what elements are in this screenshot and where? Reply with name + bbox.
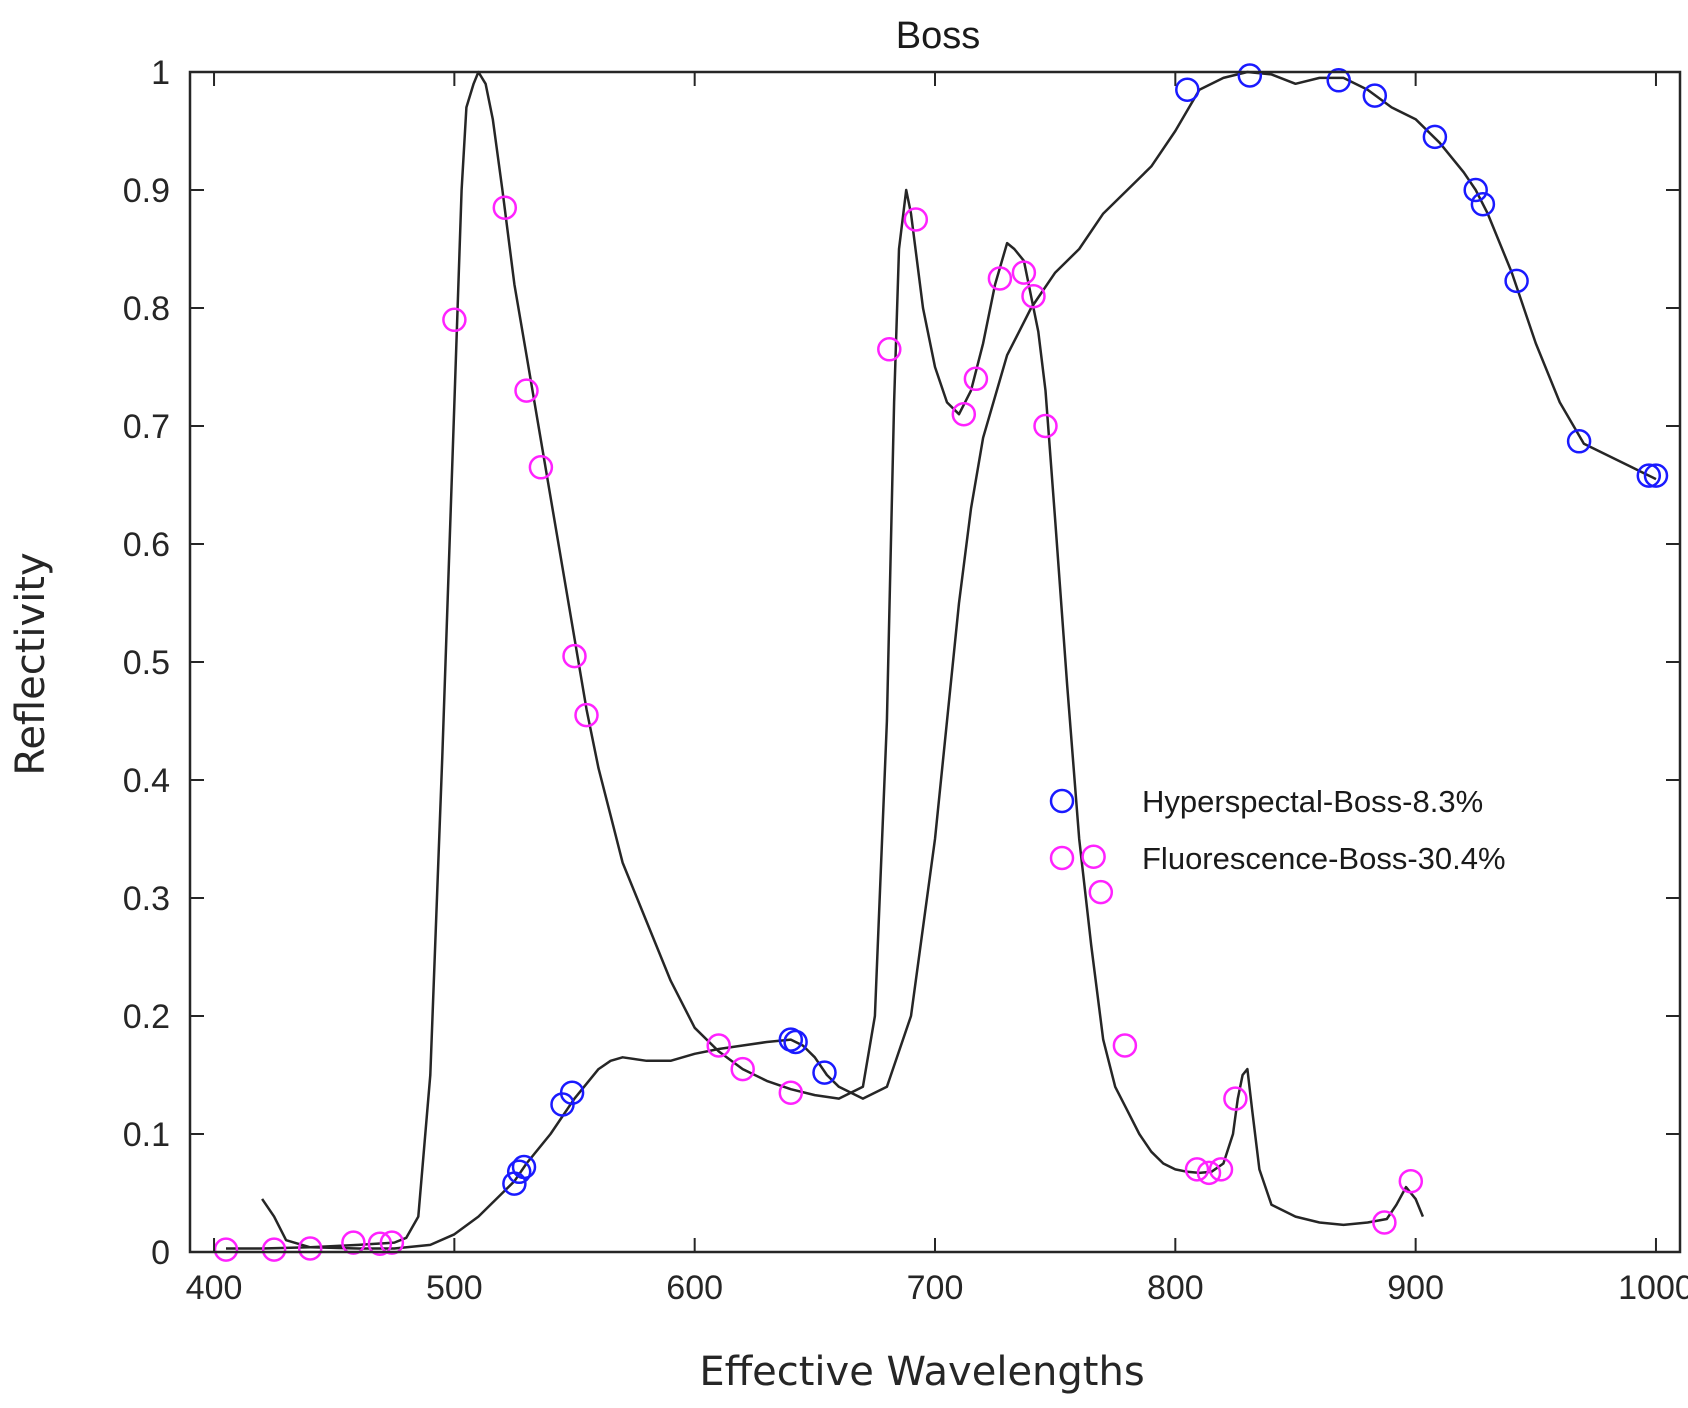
- fluorescence-point: [1033, 413, 1058, 439]
- x-axis-label: Effective Wavelengths: [699, 1349, 1144, 1395]
- y-axis-ticks: 0 0.1 0.2 0.3 0.4 0.5 0.6 0.7 0.8 0.9 1: [123, 54, 1680, 1272]
- hyperspectral-point: [511, 1154, 537, 1180]
- hyperspectral-point: [1636, 463, 1662, 488]
- hyperspectral-point: [1470, 191, 1496, 217]
- fluorescence-point: [1372, 1210, 1397, 1235]
- fluorescence-point: [1011, 260, 1037, 285]
- hyperspectral-point: [1504, 268, 1529, 294]
- fluorescence-point: [261, 1237, 287, 1262]
- x-tick-label: 700: [907, 1269, 964, 1307]
- hyperspectral-point: [783, 1029, 808, 1055]
- hyperspectral-point: [1362, 83, 1388, 108]
- x-tick-label: 400: [186, 1269, 243, 1307]
- fluorescence-point: [1398, 1168, 1424, 1194]
- x-tick-label: 500: [426, 1269, 483, 1307]
- legend-label-fluorescence: Fluorescence-Boss-30.4%: [1142, 841, 1506, 876]
- legend: Hyperspectal-Boss-8.3% Fluorescence-Boss…: [1049, 784, 1506, 876]
- x-tick-label: 800: [1147, 1269, 1204, 1307]
- y-tick-label: 0.6: [123, 526, 170, 564]
- markers-layer: [213, 63, 1669, 1262]
- y-tick-label: 0.7: [123, 408, 170, 446]
- legend-marker-fluorescence: [1049, 845, 1075, 871]
- y-tick-label: 0.9: [123, 172, 170, 210]
- hyperspectral-point: [1237, 63, 1263, 88]
- fluorescence-point: [963, 366, 989, 392]
- fluorescence-point: [574, 702, 599, 728]
- hyperspectral-point: [1643, 463, 1669, 488]
- fluorescence-point: [341, 1230, 366, 1255]
- x-tick-label: 900: [1387, 1269, 1444, 1307]
- y-axis-label: Reflectivity: [8, 552, 54, 775]
- fluorescence-point: [379, 1230, 405, 1255]
- chart-title: Boss: [896, 15, 980, 57]
- x-axis-ticks: 400 500 600 700 800 900 1000: [186, 72, 1688, 1307]
- fluorescence-point: [492, 195, 518, 220]
- hyperspectral-point: [559, 1080, 585, 1105]
- hyperspectral-point: [1566, 429, 1592, 454]
- fluorescence-point: [562, 643, 587, 669]
- y-tick-label: 0.8: [123, 290, 170, 328]
- x-tick-label: 600: [666, 1269, 723, 1307]
- fluorescence-point: [730, 1056, 755, 1082]
- hyperspectral-point: [812, 1060, 837, 1085]
- legend-label-hyperspectral: Hyperspectal-Boss-8.3%: [1142, 784, 1483, 819]
- y-tick-label: 0: [151, 1234, 170, 1272]
- y-tick-label: 0.5: [123, 644, 170, 682]
- fluorescence-point: [778, 1080, 804, 1105]
- fluorescence-point: [1112, 1033, 1138, 1058]
- y-tick-label: 0.1: [123, 1116, 170, 1154]
- fluorescence-point: [706, 1033, 731, 1058]
- fluorescence-point: [297, 1236, 323, 1261]
- fluorescence-point: [951, 401, 977, 427]
- y-tick-label: 0.2: [123, 998, 170, 1036]
- fluorescence-point: [1184, 1157, 1210, 1182]
- y-tick-label: 1: [151, 54, 170, 92]
- hyperspectral-point: [506, 1159, 532, 1185]
- legend-marker-hyperspectral: [1049, 788, 1075, 814]
- y-tick-label: 0.3: [123, 880, 170, 918]
- fluorescence-point: [1208, 1157, 1234, 1182]
- fluorescence-point: [987, 266, 1013, 291]
- x-tick-label: 1000: [1618, 1269, 1688, 1307]
- fluorescence-point: [528, 455, 554, 480]
- fluorescence-point: [1196, 1160, 1222, 1186]
- fluorescence-point: [367, 1231, 393, 1256]
- fluorescence-point: [1021, 283, 1046, 309]
- hyperspectral-point: [1326, 68, 1351, 93]
- y-tick-label: 0.4: [123, 762, 170, 800]
- fluorescence-point: [877, 337, 902, 362]
- fluorescence-point: [1088, 879, 1114, 905]
- fluorescence-point: [1223, 1086, 1248, 1111]
- fluorescence-point: [903, 207, 929, 232]
- fluorescence-point: [442, 307, 467, 333]
- hyperspectral-point: [1422, 124, 1448, 150]
- hyperspectral-point: [1463, 177, 1488, 203]
- fluorescence-point: [514, 378, 539, 403]
- hyperspectral-point: [1175, 77, 1200, 102]
- fluorescence-point: [1081, 844, 1106, 869]
